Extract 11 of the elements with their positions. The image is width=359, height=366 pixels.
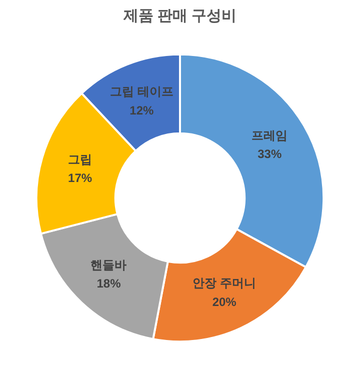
data-label: 17% bbox=[68, 171, 92, 186]
slice-label: 프레임 bbox=[252, 128, 288, 142]
slice-label: 안장 주머니 bbox=[192, 276, 256, 290]
slice-label: 그립 bbox=[68, 152, 92, 167]
data-label: 33% bbox=[258, 147, 282, 162]
slice-label: 그립 테이프 bbox=[110, 84, 174, 99]
data-label: 20% bbox=[212, 294, 237, 309]
data-label: 12% bbox=[130, 103, 154, 118]
data-label: 18% bbox=[96, 276, 122, 290]
slice-label: 핸들바 bbox=[90, 258, 127, 272]
chart-title: 제품 판매 구성비 bbox=[122, 8, 237, 24]
